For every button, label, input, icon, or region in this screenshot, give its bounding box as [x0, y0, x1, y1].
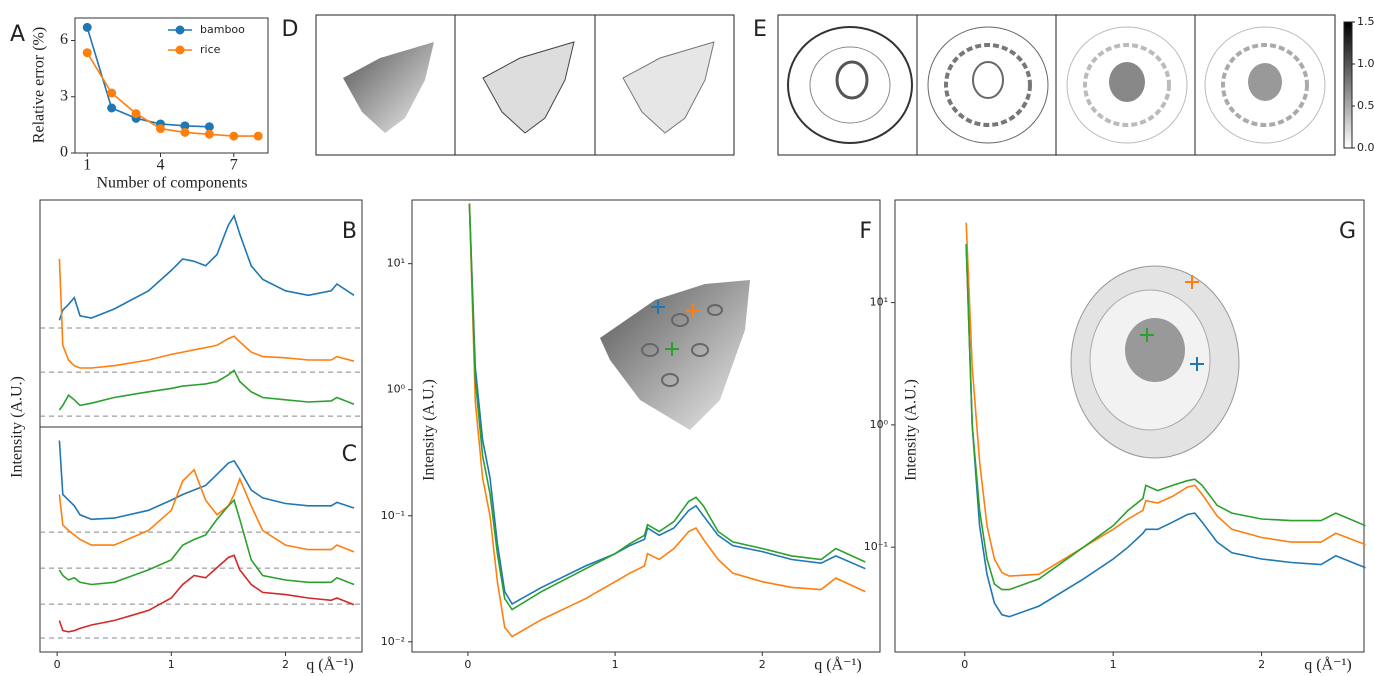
x-tick-label: 0	[961, 658, 968, 671]
colorbar-tick-label: 0.5	[1357, 99, 1374, 112]
panel-label: F	[859, 219, 872, 244]
x-tick-label: 1	[612, 658, 619, 671]
point	[156, 124, 166, 134]
legend-marker	[175, 45, 185, 55]
y-tick-label: 0	[60, 144, 68, 161]
series-line	[965, 244, 1366, 618]
point	[253, 131, 263, 141]
point	[204, 122, 214, 132]
point	[82, 22, 92, 32]
x-tick-label: 2	[1258, 658, 1265, 671]
point	[229, 131, 239, 141]
colorbar-tick-label: 1.0	[1357, 57, 1374, 70]
y-axis-label: Relative error (%)	[31, 27, 48, 143]
y-axis-label: Intensity (A.U.)	[421, 379, 438, 481]
x-tick-label: 1	[1110, 658, 1117, 671]
series-line	[58, 468, 355, 553]
x-tick-label: 2	[759, 658, 766, 671]
panel-label: A	[10, 22, 25, 47]
x-tick-label: 1	[83, 157, 91, 174]
point	[131, 109, 141, 119]
series-line	[58, 498, 355, 586]
image-strip-e	[777, 14, 1353, 156]
y-tick-label: 6	[60, 31, 68, 48]
point	[180, 127, 190, 137]
x-tick-label: 0	[464, 658, 471, 671]
panel-label: D	[282, 17, 299, 42]
point	[82, 48, 92, 58]
panel-label: B	[342, 219, 357, 244]
point	[204, 129, 214, 139]
panel-label: G	[1339, 219, 1356, 244]
axes-frame	[411, 199, 881, 653]
series-line	[86, 27, 210, 128]
series-line	[965, 244, 1366, 591]
x-tick-label: 7	[230, 157, 238, 174]
legend-marker	[175, 25, 185, 35]
x-axis-label: q (Å⁻¹)	[306, 656, 353, 674]
axes-frame	[894, 199, 1365, 653]
inset-g	[1070, 265, 1240, 459]
axes-frame	[39, 426, 363, 653]
x-tick-label: 0	[54, 658, 61, 671]
series-line	[58, 554, 355, 633]
series-line	[58, 258, 355, 369]
x-axis-label: q (Å⁻¹)	[814, 656, 861, 674]
x-tick-label: 4	[157, 157, 165, 174]
panel-label: C	[342, 442, 357, 467]
series-line	[468, 203, 866, 611]
y-tick-label: 3	[60, 87, 68, 104]
y-tick-label: 10¹	[870, 296, 888, 309]
axes-frame	[39, 199, 363, 428]
y-axis-label: Intensity (A.U.)	[9, 376, 26, 478]
y-tick-label: 10¹	[387, 257, 405, 270]
series-line	[58, 214, 355, 321]
inset-f	[600, 280, 750, 430]
point	[107, 88, 117, 98]
series-line	[468, 203, 866, 638]
series-line	[468, 203, 866, 605]
axes-frame	[74, 17, 269, 154]
colorbar-tick-label: 0.0	[1357, 141, 1374, 154]
series-line	[58, 440, 355, 521]
y-tick-label: 10⁻²	[381, 635, 405, 648]
series-line	[965, 222, 1366, 577]
y-tick-label: 10⁻¹	[864, 540, 888, 553]
series-line	[58, 369, 355, 411]
x-axis-label: Number of components	[96, 175, 247, 192]
y-tick-label: 10⁰	[870, 418, 889, 431]
x-tick-label: 1	[168, 658, 175, 671]
image-strip-d	[315, 14, 735, 156]
y-tick-label: 10⁻¹	[381, 509, 405, 522]
colorbar-tick-label: 1.5	[1357, 15, 1374, 28]
legend-label: bamboo	[200, 23, 245, 36]
y-tick-label: 10⁰	[387, 383, 406, 396]
y-axis-label: Intensity (A.U.)	[903, 379, 920, 481]
x-tick-label: 2	[282, 658, 289, 671]
panel-label: E	[753, 17, 767, 42]
point	[180, 121, 190, 131]
point	[107, 103, 117, 113]
legend-label: rice	[200, 43, 221, 56]
x-axis-label: q (Å⁻¹)	[1304, 656, 1351, 674]
